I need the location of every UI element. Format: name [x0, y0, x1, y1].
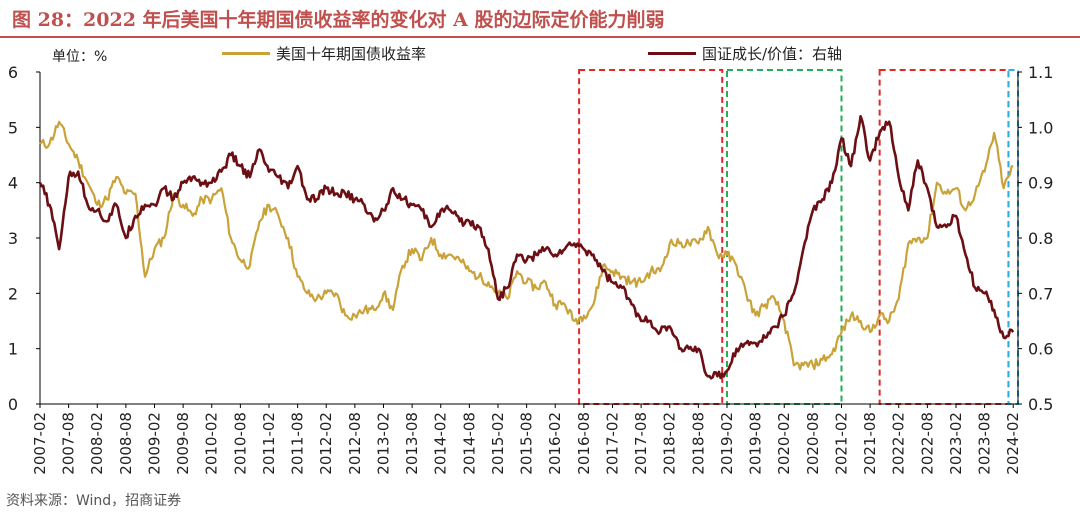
- x-tick-label: 2021-08: [861, 412, 879, 475]
- chart-axes: 0 1 2 3 4 5 6 0.5 0.6 0.7 0.8 0.9 1.0 1.1 2007-02 2007-…: [8, 63, 1054, 475]
- y-left-tick-label: 6: [8, 63, 18, 82]
- y-left-tick-label: 3: [8, 229, 18, 248]
- x-tick-label: 2011-02: [260, 412, 278, 475]
- x-tick-label: 2015-08: [518, 412, 536, 475]
- legend-item-us10y: 美国十年期国债收益率: [222, 43, 426, 64]
- x-tick-label: 2010-02: [203, 412, 221, 475]
- x-tick-label: 2018-08: [689, 412, 707, 475]
- x-tick-label: 2013-02: [374, 412, 392, 475]
- x-tick-label: 2012-02: [317, 412, 335, 475]
- x-tick-label: 2016-08: [575, 412, 593, 475]
- x-tick-label: 2020-08: [804, 412, 822, 475]
- x-tick-label: 2014-08: [460, 412, 478, 475]
- series-line-us10y: [39, 120, 1014, 371]
- chart-series: [38, 115, 1015, 380]
- y-right-tick-label: 0.9: [1028, 174, 1053, 193]
- x-tick-label: 2007-02: [31, 412, 49, 475]
- highlight-box: [878, 69, 1010, 405]
- highlight-box: [578, 69, 724, 405]
- x-tick-label: 2008-02: [88, 412, 106, 475]
- legend-swatch-growth-value: [648, 52, 696, 55]
- x-tick-label: 2014-02: [432, 412, 450, 475]
- y-left-tick-label: 0: [8, 395, 18, 414]
- x-tick-label: 2016-02: [546, 412, 564, 475]
- y-left-tick-label: 5: [8, 118, 18, 137]
- x-tick-label: 2017-08: [632, 412, 650, 475]
- x-tick-label: 2007-08: [60, 412, 78, 475]
- legend-swatch-us10y: [222, 52, 270, 55]
- legend-label-us10y: 美国十年期国债收益率: [276, 45, 427, 63]
- y-right-tick-label: 0.6: [1028, 340, 1053, 359]
- x-tick-label: 2021-02: [832, 412, 850, 475]
- y-left-tick-label: 2: [8, 284, 18, 303]
- x-tick-label: 2024-02: [1004, 412, 1022, 475]
- x-tick-label: 2017-02: [603, 412, 621, 475]
- title-rule: [0, 36, 1080, 38]
- unit-label: 单位：%: [52, 49, 108, 65]
- source-note: 资料来源：Wind，招商证券: [6, 493, 182, 509]
- x-tick-label: 2015-02: [489, 412, 507, 475]
- x-tick-label: 2011-08: [289, 412, 307, 475]
- x-tick-label: 2009-02: [145, 412, 163, 475]
- highlight-box: [1007, 69, 1020, 405]
- y-right-tick-label: 1.0: [1028, 118, 1053, 137]
- x-tick-label: 2023-02: [947, 412, 965, 475]
- highlight-box: [725, 69, 843, 405]
- y-left-tick-label: 1: [8, 340, 18, 359]
- x-tick-label: 2022-02: [890, 412, 908, 475]
- y-left-tick-label: 4: [8, 174, 18, 193]
- legend-item-growth-value: 国证成长/价值：右轴: [648, 43, 842, 64]
- highlight-boxes: [578, 69, 1020, 405]
- series-line-growth-value: [38, 115, 1015, 380]
- x-tick-label: 2013-08: [403, 412, 421, 475]
- x-tick-label: 2020-02: [775, 412, 793, 475]
- x-tick-label: 2012-08: [346, 412, 364, 475]
- x-tick-label: 2010-08: [231, 412, 249, 475]
- x-tick-label: 2018-02: [661, 412, 679, 475]
- y-right-tick-label: 0.5: [1028, 395, 1053, 414]
- x-tick-label: 2019-02: [718, 412, 736, 475]
- x-tick-label: 2008-08: [117, 412, 135, 475]
- legend-label-growth-value: 国证成长/价值：右轴: [702, 45, 843, 63]
- y-right-tick-label: 1.1: [1028, 63, 1053, 82]
- x-tick-label: 2019-08: [747, 412, 765, 475]
- y-right-tick-label: 0.7: [1028, 284, 1053, 303]
- y-right-tick-label: 0.8: [1028, 229, 1053, 248]
- x-tick-label: 2022-08: [918, 412, 936, 475]
- x-tick-label: 2009-08: [174, 412, 192, 475]
- x-tick-label: 2023-08: [976, 412, 994, 475]
- figure-title: 图 28：2022 年后美国十年期国债收益率的变化对 A 股的边际定价能力削弱: [12, 9, 665, 31]
